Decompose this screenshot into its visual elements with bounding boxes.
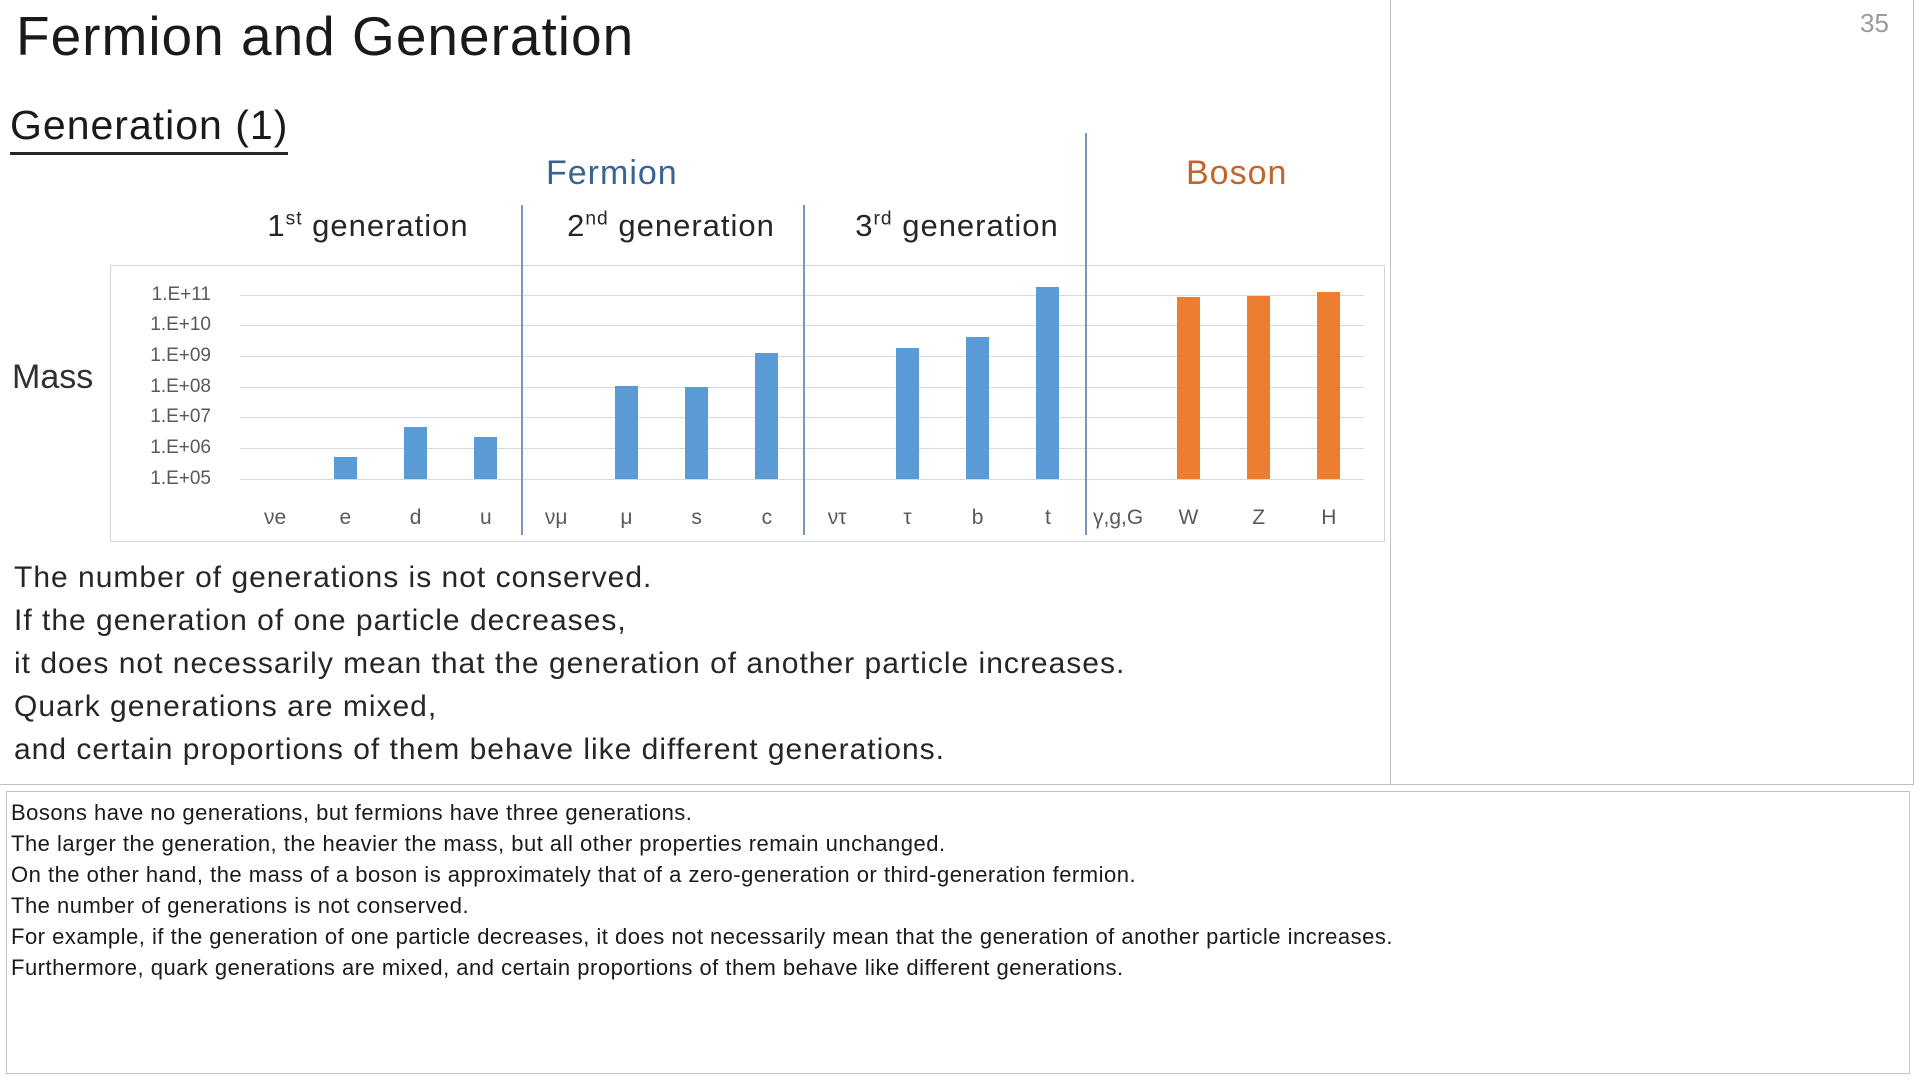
- y-axis-title: Mass: [12, 358, 94, 396]
- x-axis-category-label: τ: [903, 506, 912, 529]
- notes-line: For example, if the generation of one pa…: [11, 924, 1393, 949]
- x-axis-category-label: H: [1321, 506, 1337, 529]
- x-axis-category-label: e: [339, 506, 352, 529]
- generation-3-label: 3rd generation: [855, 208, 1059, 243]
- generation-divider-1: [521, 205, 523, 535]
- x-axis-category-label: b: [971, 506, 984, 529]
- bar-b: [966, 336, 990, 479]
- gridline: [240, 417, 1364, 419]
- y-axis-tick-label: 1.E+11: [151, 283, 211, 305]
- generation-2-label: 2nd generation: [567, 208, 775, 243]
- bar-c: [755, 352, 779, 479]
- notes-line: The number of generations is not conserv…: [11, 893, 470, 918]
- x-axis-category-label: ντ: [827, 506, 847, 529]
- fermion-boson-divider: [1085, 133, 1087, 535]
- section-heading: Generation (1): [10, 102, 289, 155]
- bar-μ: [614, 385, 638, 479]
- body-line: Quark generations are mixed,: [14, 690, 438, 723]
- gridline: [240, 448, 1364, 449]
- y-axis-tick-label: 1.E+07: [150, 406, 211, 428]
- y-axis-tick-label: 1.E+09: [150, 344, 211, 366]
- bar-τ: [895, 348, 919, 479]
- x-axis-category-label: μ: [620, 506, 633, 529]
- x-axis-category-label: s: [691, 506, 702, 529]
- body-line: The number of generations is not conserv…: [14, 561, 653, 594]
- y-axis-tick-label: 1.E+06: [150, 437, 211, 458]
- bar-Z: [1247, 295, 1271, 479]
- x-axis-category-label: u: [480, 506, 492, 529]
- notes-line: Furthermore, quark generations are mixed…: [11, 955, 1124, 980]
- bar-t: [1036, 287, 1060, 479]
- x-axis-category-label: νe: [264, 506, 287, 529]
- y-axis-tick-label: 1.E+05: [150, 467, 211, 489]
- slide-bottom-border: [0, 784, 1914, 785]
- x-axis-category-label: γ,g,G: [1093, 506, 1144, 529]
- body-line: and certain proportions of them behave l…: [14, 733, 945, 766]
- side-panel-left-border: [1390, 0, 1391, 784]
- x-axis-category-label: Z: [1252, 506, 1266, 529]
- generation-divider-2: [803, 205, 805, 535]
- gridline: [240, 325, 1364, 327]
- bar-H: [1317, 291, 1341, 479]
- speaker-notes: Bosons have no generations, but fermions…: [6, 791, 1910, 1074]
- fermion-group-label: Fermion: [546, 154, 678, 192]
- gridline: [240, 478, 1364, 480]
- mass-bar-chart: 1.E+11 1.E+10 1.E+09 1.E+08 1.E+07 1.E+06 1.E+…: [110, 265, 1385, 542]
- y-axis-tick-label: 1.E+08: [150, 375, 211, 397]
- gridline: [240, 355, 1364, 357]
- body-line: If the generation of one particle decrea…: [14, 604, 627, 637]
- x-axis-category-label: c: [761, 506, 773, 529]
- bar-u: [474, 437, 498, 479]
- boson-group-label: Boson: [1186, 154, 1288, 192]
- x-axis-category-label: d: [409, 506, 422, 529]
- page-title: Fermion and Generation: [16, 5, 635, 67]
- side-panel-right-border: [1913, 0, 1914, 784]
- page-number: 35: [1860, 8, 1889, 38]
- notes-line: Bosons have no generations, but fermions…: [11, 800, 693, 825]
- bar-s: [685, 387, 709, 479]
- bar-d: [404, 427, 428, 479]
- body-text-block: The number of generations is not conserv…: [14, 556, 1125, 771]
- notes-line: On the other hand, the mass of a boson i…: [11, 862, 1137, 887]
- x-axis-category-label: νμ: [544, 506, 568, 529]
- body-line: it does not necessarily mean that the ge…: [14, 647, 1126, 680]
- bar-e: [333, 456, 357, 479]
- generation-1-label: 1st generation: [267, 208, 469, 243]
- bar-W: [1176, 297, 1200, 479]
- notes-line: The larger the generation, the heavier t…: [11, 831, 946, 856]
- gridline: [240, 294, 1364, 296]
- y-axis-tick-label: 1.E+10: [150, 314, 211, 336]
- x-axis-category-label: W: [1178, 506, 1199, 529]
- x-axis-category-label: t: [1044, 506, 1051, 529]
- gridline: [240, 386, 1364, 388]
